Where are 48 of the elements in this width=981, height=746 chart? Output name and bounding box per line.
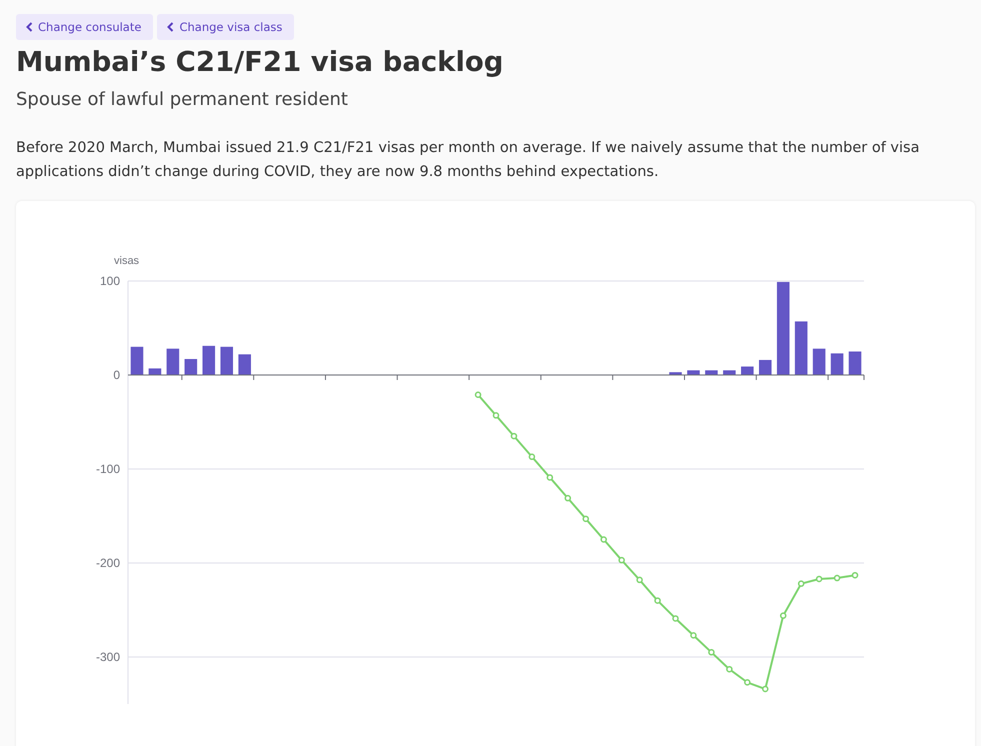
- point: [600, 536, 607, 543]
- point: [690, 632, 697, 639]
- bar: [166, 348, 180, 375]
- text: Before 2020 March, Mumbai issued 21.9 C21/F21 visas per month on average. If we naively assume that the number of visa applications didn’t change during COVID, they are now 9.8 months behind expectations.: [16, 139, 920, 182]
- y-tick-label: -300: [96, 650, 120, 664]
- point: [582, 516, 590, 522]
- point: [762, 686, 769, 692]
- point: [618, 556, 625, 564]
- chart-title: Mumbai’s C21/F21 visa backlog: [16, 46, 504, 78]
- bar: [238, 354, 251, 375]
- bar: [812, 348, 826, 375]
- text: Change visa class: [179, 20, 282, 34]
- point: [726, 666, 733, 672]
- chart-subtitle: Spouse of lawful permanent resident: [16, 89, 348, 110]
- bar: [202, 346, 216, 375]
- point: [672, 615, 679, 622]
- point: [744, 679, 751, 686]
- point: [474, 391, 482, 398]
- point: [546, 474, 554, 481]
- point: [636, 576, 643, 584]
- y-tick-label: 0: [113, 368, 120, 382]
- point: [564, 494, 572, 502]
- point: [492, 412, 500, 419]
- point: [816, 576, 822, 582]
- y-tick-label: -100: [96, 462, 120, 476]
- bar: [776, 282, 790, 375]
- bar: [669, 372, 682, 375]
- y-axis-title: visas: [114, 255, 140, 267]
- point: [834, 574, 840, 582]
- point: [510, 432, 518, 440]
- bar: [220, 346, 234, 375]
- bar: [794, 321, 808, 375]
- bar: [184, 359, 198, 375]
- bar: [130, 346, 144, 375]
- point: [798, 580, 804, 587]
- point: [708, 649, 715, 656]
- text: Change consulate: [38, 20, 142, 34]
- bar: [741, 366, 754, 375]
- bar: [848, 352, 862, 375]
- point: [852, 572, 858, 578]
- y-tick-label: -200: [96, 556, 120, 570]
- bar: [830, 353, 844, 375]
- bar: [148, 368, 162, 375]
- point: [528, 454, 536, 460]
- point: [780, 612, 786, 619]
- y-tick-label: 100: [100, 274, 120, 288]
- point: [654, 597, 661, 604]
- bar: [758, 360, 772, 375]
